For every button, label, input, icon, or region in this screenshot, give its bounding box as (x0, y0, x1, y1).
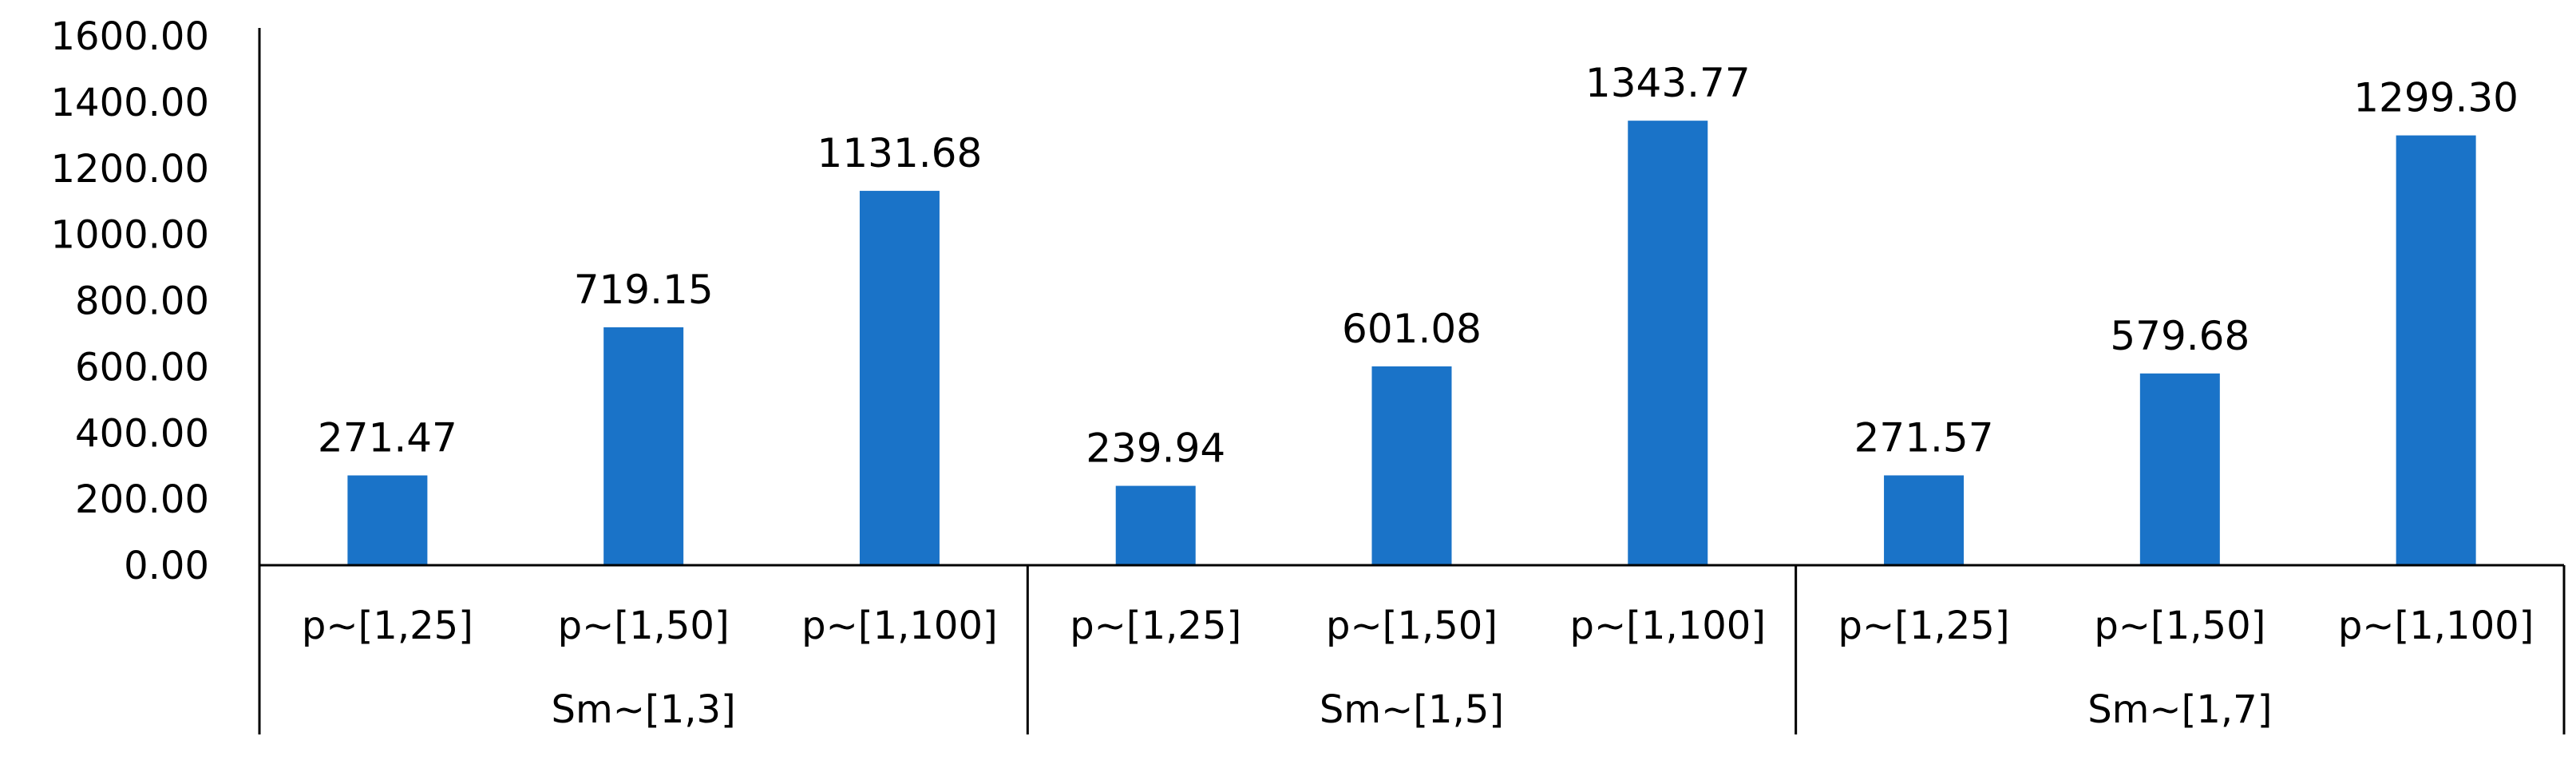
y-tick-label-7: 1400.00 (51, 81, 210, 125)
group-label-0: Sm~[1,3] (552, 687, 736, 732)
category-label-0-2: p~[1,100] (801, 604, 998, 648)
bar-1-2 (1628, 121, 1708, 566)
y-tick-label-5: 1000.00 (51, 213, 210, 258)
data-label-0-1: 719.15 (574, 267, 714, 313)
group-label-2: Sm~[1,7] (2087, 687, 2272, 732)
y-tick-label-3: 600.00 (75, 345, 209, 390)
bar-1-1 (1371, 366, 1452, 565)
y-tick-label-1: 200.00 (75, 477, 209, 522)
y-tick-label-2: 400.00 (75, 411, 209, 456)
data-label-1-1: 601.08 (1342, 306, 1482, 352)
bar-1-0 (1115, 485, 1196, 565)
category-label-0-0: p~[1,25] (302, 604, 473, 648)
category-labels: p~[1,25] p~[1,50] p~[1,100] p~[1,25] p~[1,50… (302, 604, 2534, 648)
axes (258, 28, 2566, 734)
bar-0-0 (347, 475, 428, 565)
data-labels: 271.47 719.15 1131.68 239.94 601.08 1343.77 27… (318, 60, 2519, 471)
data-label-1-2: 1343.77 (1585, 60, 1751, 106)
data-label-2-0: 271.57 (1854, 414, 1994, 461)
bar-2-1 (2139, 373, 2220, 565)
data-label-2-1: 579.68 (2110, 313, 2250, 359)
data-label-0-2: 1131.68 (817, 130, 983, 176)
y-tick-label-6: 1200.00 (51, 147, 210, 192)
data-label-1-0: 239.94 (1086, 426, 1225, 472)
data-label-0-0: 271.47 (318, 415, 457, 461)
group-labels: Sm~[1,3] Sm~[1,5] Sm~[1,7] (552, 687, 2273, 732)
bar-2-2 (2396, 135, 2476, 566)
category-label-2-2: p~[1,100] (2338, 604, 2534, 648)
y-tick-label-0: 0.00 (124, 544, 209, 588)
category-label-1-2: p~[1,100] (1569, 604, 1766, 648)
y-tick-label-8: 1600.00 (51, 14, 210, 59)
bar-2-0 (1884, 475, 1965, 565)
category-label-1-1: p~[1,50] (1326, 604, 1498, 648)
bar-0-2 (859, 191, 940, 565)
bars (347, 121, 2476, 566)
category-label-2-1: p~[1,50] (2094, 604, 2265, 648)
data-label-2-2: 1299.30 (2353, 75, 2519, 121)
group-label-1: Sm~[1,5] (1320, 687, 1504, 732)
y-axis-ticks: 0.00 200.00 400.00 600.00 800.00 1000.00 1200.… (51, 14, 210, 588)
bar-0-1 (603, 327, 684, 565)
category-label-1-0: p~[1,25] (1070, 604, 1241, 648)
y-tick-label-4: 800.00 (75, 279, 209, 324)
category-label-0-1: p~[1,50] (558, 604, 730, 648)
category-label-2-0: p~[1,25] (1838, 604, 2010, 648)
